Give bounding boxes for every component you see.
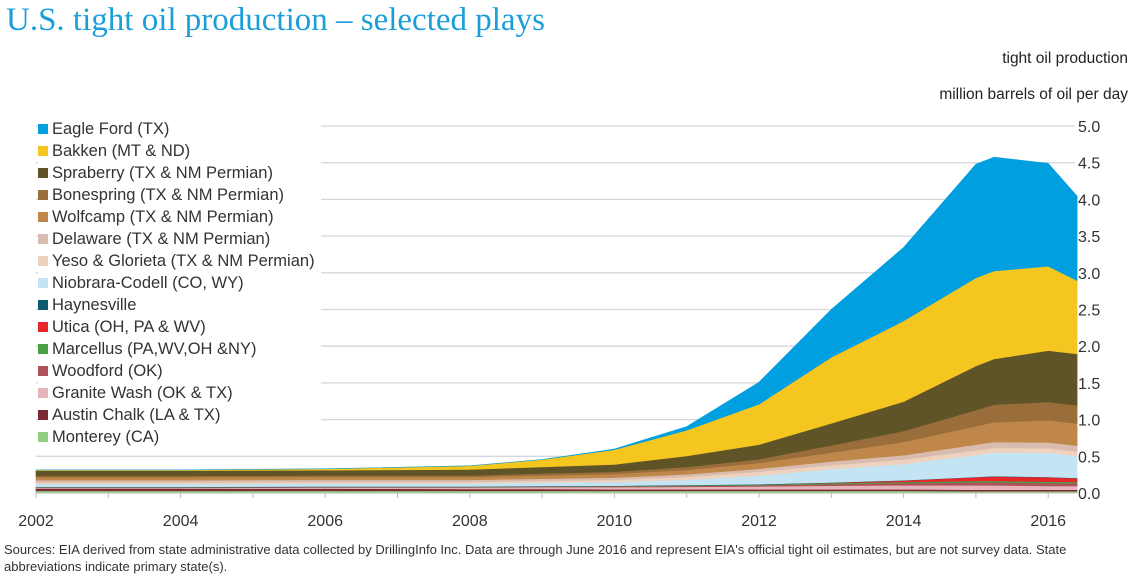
y-tick-label: 2.0 — [1078, 339, 1100, 356]
legend-item: Bakken (MT & ND) — [38, 140, 315, 162]
legend-swatch — [38, 300, 48, 310]
y-tick-label: 3.5 — [1078, 229, 1100, 246]
y-tick-label: 0.0 — [1078, 486, 1100, 503]
legend-swatch — [38, 124, 48, 134]
x-tick-label: 2014 — [886, 513, 922, 530]
legend-item: Austin Chalk (LA & TX) — [38, 404, 315, 426]
legend-label: Wolfcamp (TX & NM Permian) — [52, 207, 274, 226]
y-tick-label: 1.0 — [1078, 413, 1100, 430]
legend-item: Spraberry (TX & NM Permian) — [38, 162, 315, 184]
legend: Eagle Ford (TX) Bakken (MT & ND) Spraberry… — [38, 116, 321, 450]
y-tick-label: 2.5 — [1078, 303, 1100, 320]
legend-label: Woodford (OK) — [52, 361, 163, 380]
legend-swatch — [38, 388, 48, 398]
legend-label: Yeso & Glorieta (TX & NM Permian) — [52, 251, 315, 270]
legend-item: Niobrara-Codell (CO, WY) — [38, 272, 315, 294]
legend-label: Bonespring (TX & NM Permian) — [52, 185, 284, 204]
legend-swatch — [38, 256, 48, 266]
legend-swatch — [38, 278, 48, 288]
legend-swatch — [38, 410, 48, 420]
sources-note: Sources: EIA derived from state administ… — [4, 542, 1067, 574]
unit-label-line1: tight oil production — [1002, 50, 1128, 67]
x-tick-label: 2002 — [18, 513, 54, 530]
legend-item: Woodford (OK) — [38, 360, 315, 382]
legend-label: Spraberry (TX & NM Permian) — [52, 163, 273, 182]
chart-title: U.S. tight oil production – selected pla… — [6, 2, 545, 38]
legend-item: Delaware (TX & NM Permian) — [38, 228, 315, 250]
y-tick-label: 3.0 — [1078, 266, 1100, 283]
legend-label: Haynesville — [52, 295, 137, 314]
legend-label: Austin Chalk (LA & TX) — [52, 405, 221, 424]
legend-item: Wolfcamp (TX & NM Permian) — [38, 206, 315, 228]
y-tick-label: 4.0 — [1078, 192, 1100, 209]
legend-label: Monterey (CA) — [52, 427, 160, 446]
x-tick-label: 2010 — [597, 513, 633, 530]
legend-item: Bonespring (TX & NM Permian) — [38, 184, 315, 206]
legend-label: Delaware (TX & NM Permian) — [52, 229, 271, 248]
legend-swatch — [38, 366, 48, 376]
x-tick-label: 2016 — [1030, 513, 1066, 530]
y-tick-label: 4.5 — [1078, 156, 1100, 173]
x-tick-label: 2006 — [307, 513, 343, 530]
x-tick-label: 2004 — [163, 513, 199, 530]
y-tick-label: 1.5 — [1078, 376, 1100, 393]
x-tick-label: 2012 — [741, 513, 777, 530]
legend-swatch — [38, 190, 48, 200]
legend-label: Niobrara-Codell (CO, WY) — [52, 273, 244, 292]
unit-label-line2: million barrels of oil per day — [939, 86, 1128, 103]
legend-swatch — [38, 322, 48, 332]
legend-label: Marcellus (PA,WV,OH &NY) — [52, 339, 257, 358]
legend-swatch — [38, 432, 48, 442]
legend-label: Eagle Ford (TX) — [52, 119, 170, 138]
legend-item: Eagle Ford (TX) — [38, 118, 315, 140]
legend-swatch — [38, 146, 48, 156]
legend-item: Yeso & Glorieta (TX & NM Permian) — [38, 250, 315, 272]
legend-item: Marcellus (PA,WV,OH &NY) — [38, 338, 315, 360]
x-tick-label: 2008 — [452, 513, 488, 530]
area-series-14 — [36, 156, 1078, 471]
legend-swatch — [38, 234, 48, 244]
legend-swatch — [38, 212, 48, 222]
legend-label: Bakken (MT & ND) — [52, 141, 191, 160]
legend-item: Utica (OH, PA & WV) — [38, 316, 315, 338]
legend-swatch — [38, 168, 48, 178]
legend-label: Granite Wash (OK & TX) — [52, 383, 233, 402]
legend-swatch — [38, 344, 48, 354]
y-tick-label: 0.5 — [1078, 449, 1100, 466]
legend-item: Granite Wash (OK & TX) — [38, 382, 315, 404]
legend-item: Haynesville — [38, 294, 315, 316]
legend-label: Utica (OH, PA & WV) — [52, 317, 206, 336]
y-tick-label: 5.0 — [1078, 119, 1100, 136]
legend-item: Monterey (CA) — [38, 426, 315, 448]
